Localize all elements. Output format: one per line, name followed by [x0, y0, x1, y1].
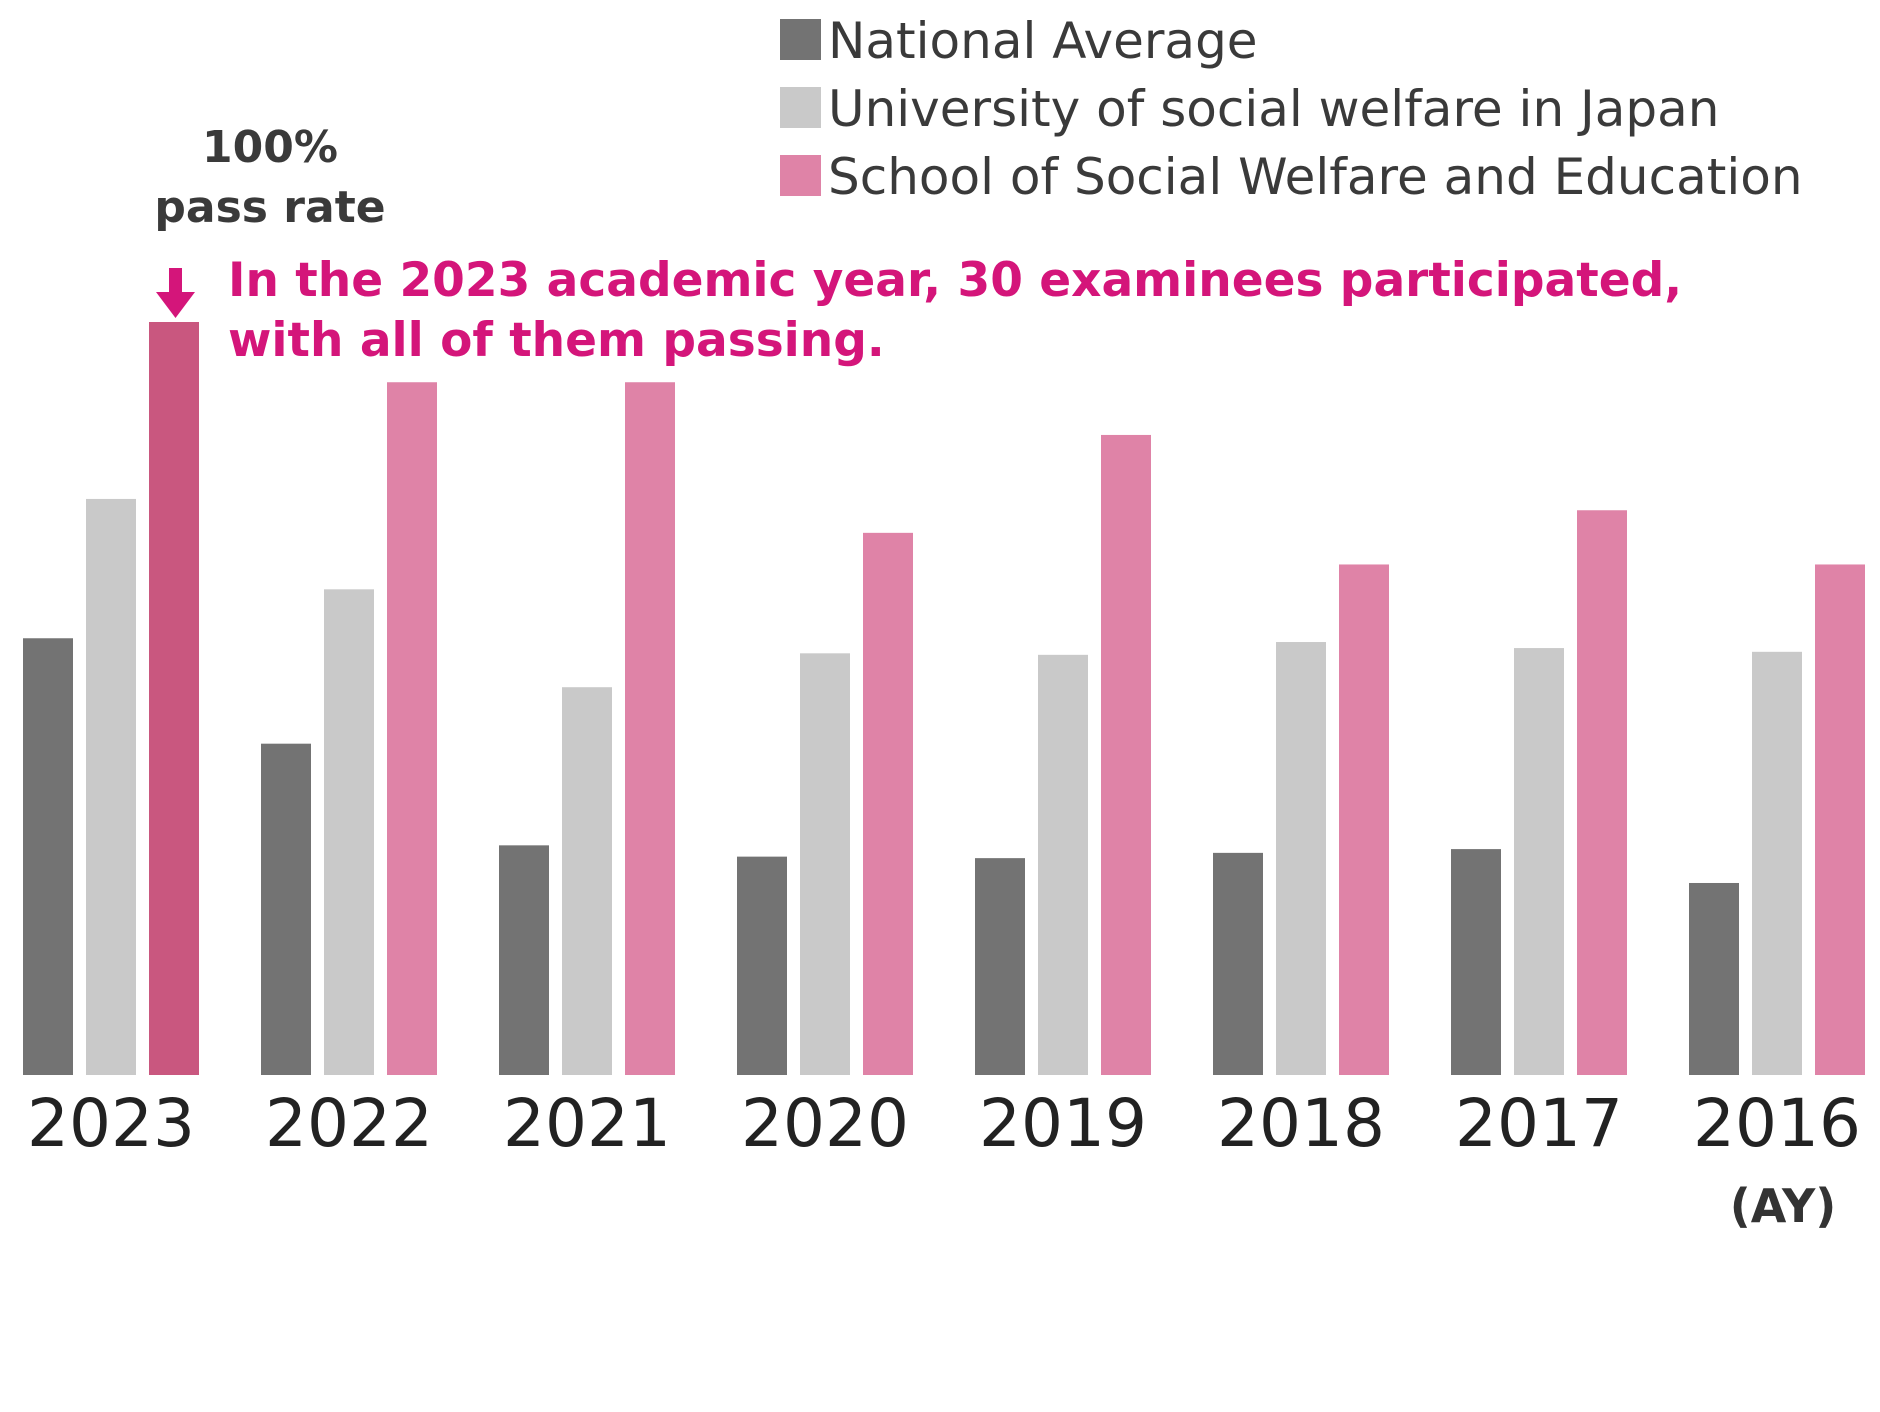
bar-university-2023: [86, 498, 136, 1076]
bar-university-2021: [562, 687, 612, 1075]
bar-university-2018: [1276, 642, 1326, 1075]
bars: [23, 322, 1865, 1076]
bar-university-2020: [800, 653, 850, 1075]
bar-national-average-2019: [975, 858, 1025, 1075]
bar-national-average-2017: [1451, 849, 1501, 1075]
bar-national-average-2022: [261, 743, 311, 1075]
legend-label-university: University of social welfare in Japan: [828, 80, 1719, 138]
x-tick-label-2017: 2017: [1455, 1085, 1623, 1162]
pass-rate-percent: 100%: [202, 122, 338, 173]
legend-label-national-average: National Average: [828, 12, 1258, 70]
legend: National Average University of social we…: [780, 12, 1803, 206]
x-tick-label-2016: 2016: [1693, 1085, 1861, 1162]
bar-national-average-2018: [1213, 852, 1263, 1075]
legend-label-school: School of Social Welfare and Education: [828, 148, 1803, 206]
bar-university-2016: [1752, 651, 1802, 1075]
pass-rate-annotation: 100% pass rate: [154, 122, 385, 233]
down-arrow-icon: [156, 268, 195, 318]
x-tick-label-2023: 2023: [27, 1085, 195, 1162]
x-tick-label-2019: 2019: [979, 1085, 1147, 1162]
bar-university-2022: [324, 589, 374, 1075]
bar-national-average-2021: [499, 845, 549, 1075]
bar-national-average-2020: [737, 856, 787, 1075]
x-tick-label-2022: 2022: [265, 1085, 433, 1162]
legend-item-national-average: National Average: [780, 12, 1258, 70]
note-line-2: with all of them passing.: [228, 313, 885, 368]
bar-national-average-2023: [23, 638, 73, 1075]
bar-school-2021: [625, 382, 675, 1075]
bar-school-2018: [1339, 564, 1389, 1075]
x-tick-label-2021: 2021: [503, 1085, 671, 1162]
bar-school-2016: [1815, 564, 1865, 1075]
bar-school-2020: [863, 532, 913, 1075]
legend-item-university: University of social welfare in Japan: [780, 80, 1719, 138]
bar-national-average-2016: [1689, 882, 1739, 1075]
legend-item-school: School of Social Welfare and Education: [780, 148, 1803, 206]
x-tick-label-2020: 2020: [741, 1085, 909, 1162]
legend-swatch-national-average: [780, 19, 821, 60]
bar-school-2023: [149, 322, 199, 1075]
legend-swatch-university: [780, 87, 821, 128]
bar-school-2017: [1577, 510, 1627, 1075]
x-axis-tick-labels: 2023 2022 2021 2020 2019 2018 2017 2016: [27, 1085, 1861, 1162]
bar-university-2019: [1038, 654, 1088, 1075]
bar-university-2017: [1514, 648, 1564, 1075]
note-line-1: In the 2023 academic year, 30 examinees …: [228, 253, 1682, 308]
legend-swatch-school: [780, 155, 821, 196]
x-tick-label-2018: 2018: [1217, 1085, 1385, 1162]
x-axis-unit-label: (AY): [1730, 1179, 1837, 1233]
bar-school-2019: [1101, 434, 1151, 1075]
participation-note: In the 2023 academic year, 30 examinees …: [228, 253, 1682, 368]
bar-school-2022: [387, 382, 437, 1075]
pass-rate-caption: pass rate: [154, 182, 385, 233]
